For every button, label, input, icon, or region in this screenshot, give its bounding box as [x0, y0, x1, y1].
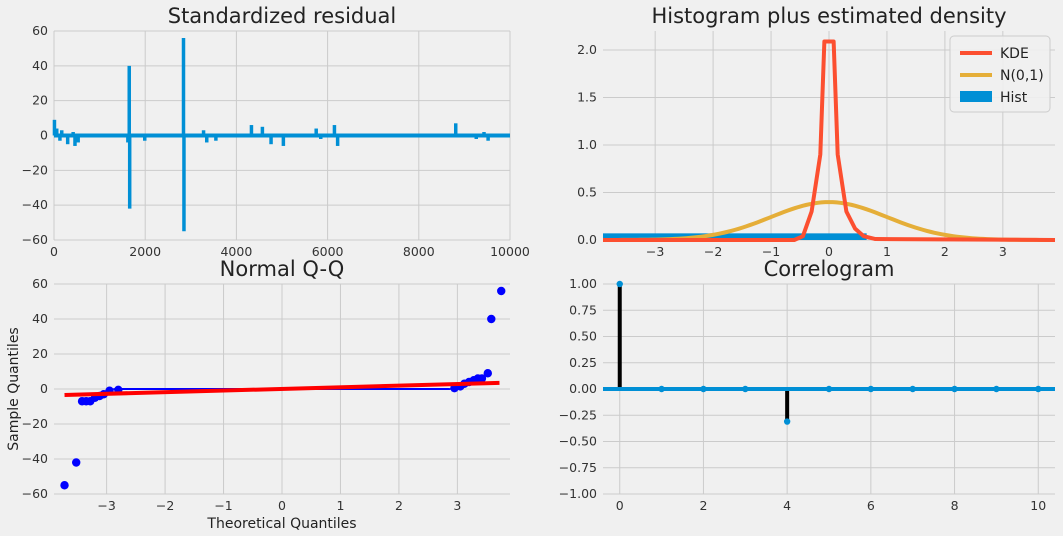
y-tick-label: 0 [40, 381, 48, 396]
y-tick-label: 0.00 [569, 381, 597, 396]
panel-residual: 0 2000 4000 6000 8000 10000 −60 −40 −20 0 20 40 60 St… [22, 4, 530, 259]
panel-qq: −3 −2 −1 0 1 2 3 −60 −40 −20 0 20 40 60 Normal Q-Q Theo… [6, 257, 510, 532]
legend: KDE N(0,1) Hist [949, 35, 1051, 113]
y-tick-label: 1.5 [577, 90, 597, 105]
y-tick-label: −60 [22, 486, 48, 501]
x-tick-label: −2 [156, 498, 174, 513]
legend-swatch [960, 91, 992, 102]
y-tick-label: 1.0 [577, 137, 597, 152]
y-tick-label: 60 [32, 276, 48, 291]
x-tick-label: 0 [278, 498, 286, 513]
y-tick-label: −20 [22, 416, 48, 431]
panel-correlogram: 0 2 4 6 8 10 −1.00 −0.75 −0.50 −0.25 0.00 0.25 0.50 0… [559, 257, 1055, 513]
acf-marker [909, 385, 916, 393]
x-tick-label: 2000 [129, 244, 161, 259]
x-tick-label: 3 [999, 244, 1007, 259]
y-tick-label: 1.00 [569, 276, 597, 291]
y-tick-label: 0.25 [569, 355, 597, 370]
qq-point [497, 286, 506, 296]
x-tick-label: −1 [762, 244, 780, 259]
x-tick-label: −2 [704, 244, 722, 259]
y-tick-label: 40 [32, 311, 48, 326]
x-tick-label: 1 [883, 244, 891, 259]
chart-title: Histogram plus estimated density [651, 4, 1006, 28]
chart-title: Correlogram [764, 257, 895, 281]
x-tick-label: 0 [50, 244, 58, 259]
acf-marker [1035, 385, 1042, 393]
y-tick-label: 0.0 [577, 232, 597, 247]
y-tick-label: 0.75 [569, 302, 597, 317]
acf-marker [825, 385, 833, 393]
acf-marker [700, 385, 707, 393]
x-tick-label: 0 [616, 498, 624, 513]
x-tick-label: 10 [1030, 498, 1046, 513]
y-tick-label: −40 [22, 197, 48, 212]
kde-line [603, 39, 1056, 242]
x-tick-label: 2 [941, 244, 949, 259]
x-tick-label: 4000 [220, 244, 252, 259]
x-tick-label: 6000 [312, 244, 344, 259]
acf-marker [993, 385, 1000, 393]
legend-label: N(0,1) [1000, 68, 1044, 84]
y-tick-label: −0.75 [559, 460, 597, 475]
x-tick-label: −1 [214, 498, 232, 513]
hist-bar [603, 233, 867, 240]
chart-title: Standardized residual [168, 4, 397, 28]
plot-area [52, 37, 510, 232]
x-tick-label: 2 [395, 498, 403, 513]
plot-area [603, 280, 1055, 425]
acf-marker [783, 418, 791, 425]
y-tick-label: −0.25 [559, 407, 597, 422]
y-tick-label: 2.0 [577, 42, 597, 57]
qq-point [60, 481, 69, 490]
panel-histogram: −3 −2 −1 0 1 2 3 0.0 0.5 1.0 1.5 2.0 Histogram plus … [577, 4, 1056, 259]
acf-marker [951, 385, 958, 393]
x-tick-label: 6 [867, 498, 875, 513]
plot-area [60, 286, 506, 490]
y-tick-label: 20 [32, 346, 48, 361]
y-tick-label: 0 [40, 128, 48, 143]
x-tick-label: 2 [699, 498, 707, 513]
legend-label: Hist [1000, 90, 1028, 106]
y-tick-label: −0.50 [559, 434, 597, 449]
acf-marker [658, 385, 665, 393]
plot-area [602, 39, 1056, 242]
x-tick-label: 4 [783, 498, 791, 513]
acf-marker [867, 385, 875, 393]
qq-point [483, 369, 492, 378]
qq-fit-line [64, 380, 500, 397]
y-axis-label: Sample Quantiles [6, 327, 22, 450]
y-tick-label: −60 [22, 232, 48, 247]
x-tick-label: 1 [336, 498, 344, 513]
y-tick-label: 40 [32, 58, 48, 73]
x-tick-label: 10000 [490, 244, 530, 259]
y-tick-label: 20 [32, 93, 48, 108]
y-tick-label: 60 [32, 23, 48, 38]
x-axis-label: Theoretical Quantiles [206, 516, 356, 532]
x-tick-label: 8000 [403, 244, 435, 259]
x-tick-label: −3 [646, 244, 664, 259]
y-tick-label: 0.5 [577, 185, 597, 200]
x-tick-label: −3 [97, 498, 115, 513]
qq-point [72, 458, 81, 467]
acf-marker [742, 385, 749, 393]
y-tick-label: −40 [22, 451, 48, 466]
chart-title: Normal Q-Q [220, 257, 345, 281]
acf-marker [616, 280, 623, 288]
y-tick-label: −20 [22, 162, 48, 177]
y-tick-label: −1.00 [559, 486, 597, 501]
x-tick-label: 3 [453, 498, 461, 513]
qq-point [477, 374, 487, 383]
x-tick-label: 0 [825, 244, 833, 259]
x-tick-label: 8 [951, 498, 959, 513]
qq-point [487, 314, 496, 324]
legend-label: KDE [1000, 46, 1029, 62]
y-tick-label: 0.50 [569, 329, 597, 344]
